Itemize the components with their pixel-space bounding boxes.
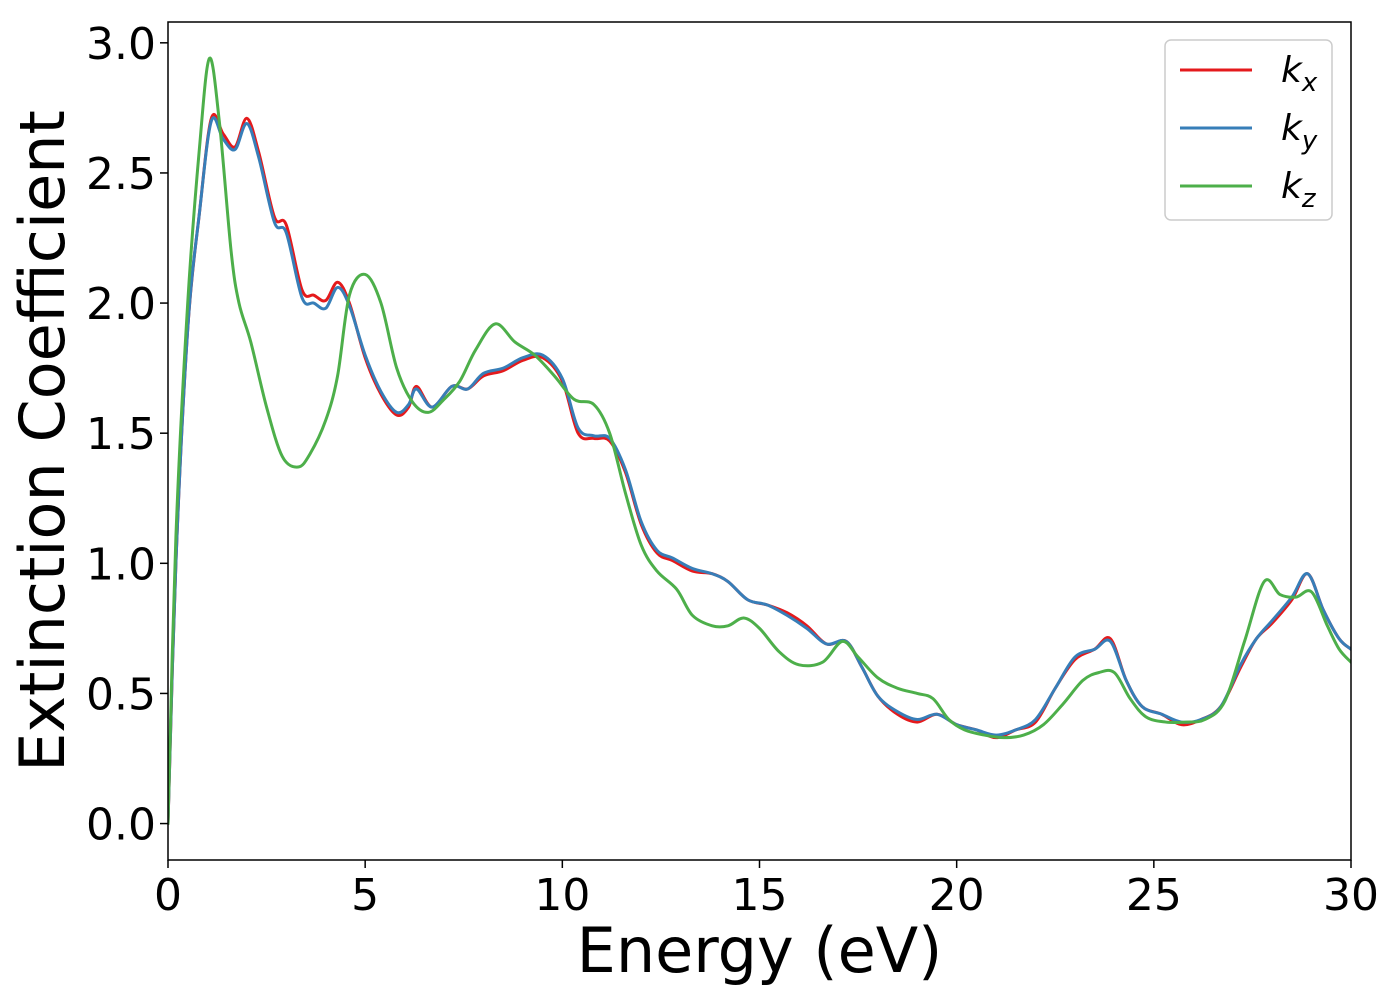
x-tick-label: 25 bbox=[1126, 870, 1182, 921]
y-tick-label: 0.0 bbox=[86, 800, 156, 851]
x-tick-label: 5 bbox=[351, 870, 379, 921]
series-layer bbox=[168, 56, 1351, 826]
ticks-layer: 0 5 10 15 20 25 30 0.0 0.5 1.0 1.5 2.0 2.5 3.0 bbox=[86, 19, 1379, 921]
series-line-ky bbox=[168, 116, 1351, 826]
x-tick-label: 0 bbox=[154, 870, 182, 921]
y-tick-label: 2.5 bbox=[86, 149, 156, 200]
x-tick-label: 10 bbox=[534, 870, 590, 921]
y-tick-label: 3.0 bbox=[86, 19, 156, 70]
x-tick-label: 30 bbox=[1323, 870, 1379, 921]
x-tick-label: 20 bbox=[929, 870, 985, 921]
series-line-kz bbox=[168, 56, 1351, 826]
y-tick-label: 1.5 bbox=[86, 409, 156, 460]
x-axis-label: Energy (eV) bbox=[577, 914, 943, 987]
y-tick-label: 1.0 bbox=[86, 539, 156, 590]
y-axis-label: Extinction Coefficient bbox=[6, 110, 79, 772]
legend-box bbox=[1164, 39, 1333, 221]
y-tick-label: 2.0 bbox=[86, 279, 156, 330]
y-tick-label: 0.5 bbox=[86, 669, 156, 720]
x-tick-label: 15 bbox=[732, 870, 788, 921]
